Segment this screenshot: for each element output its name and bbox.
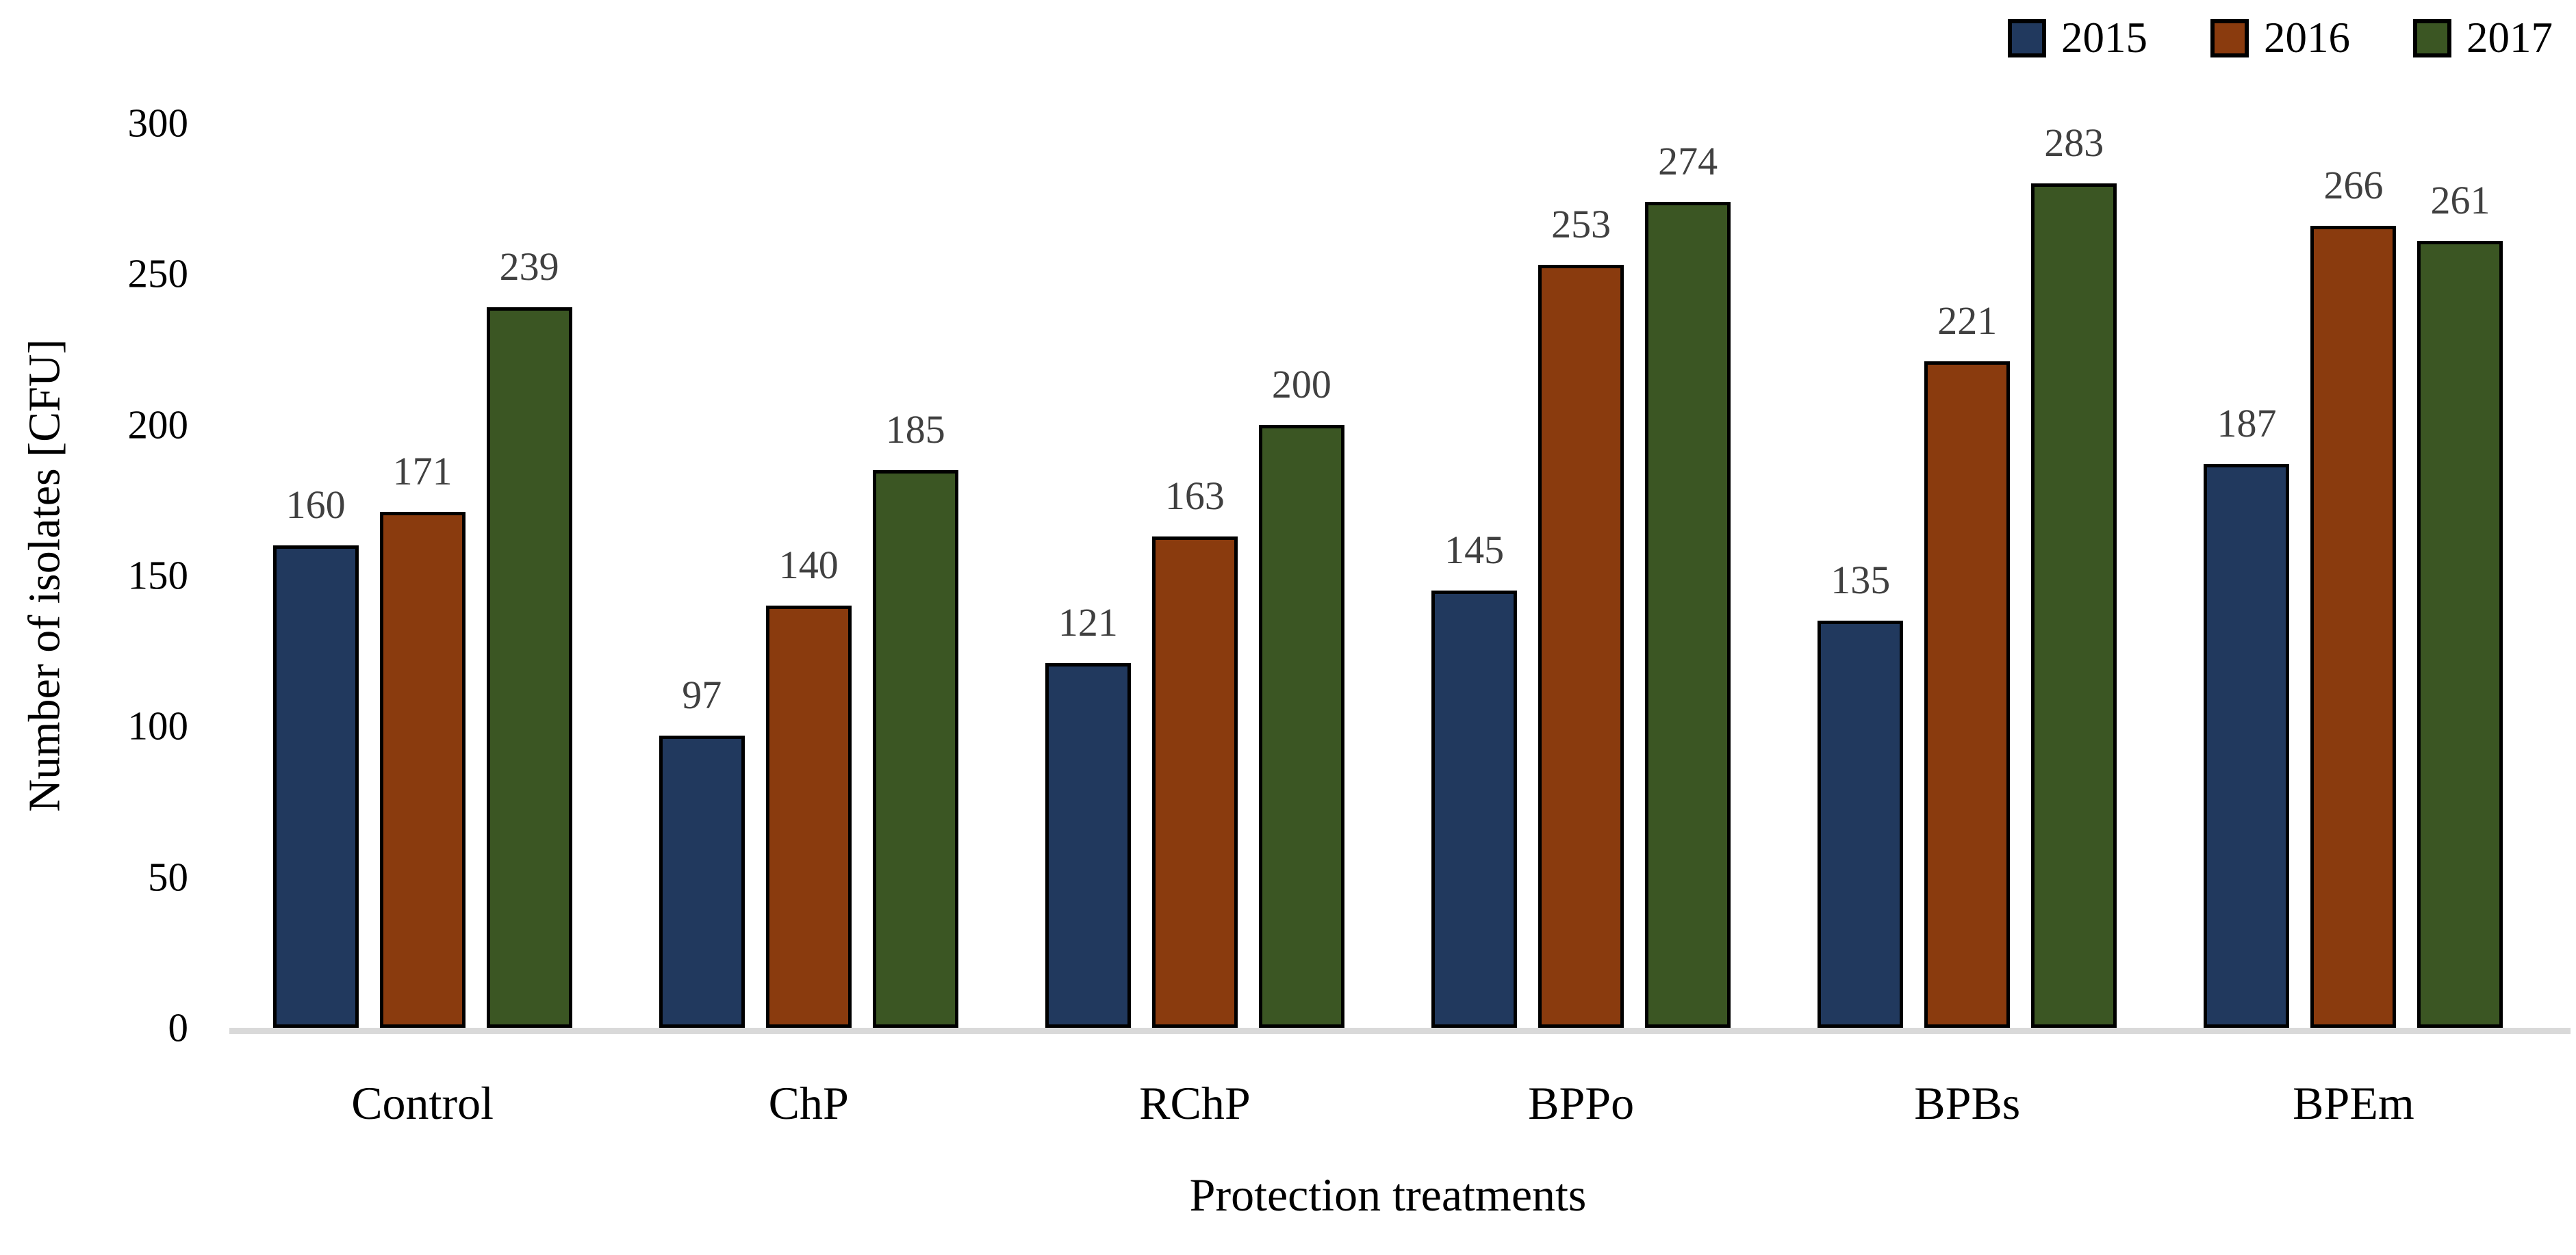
legend-label: 2016 — [2264, 14, 2350, 62]
bar-value-label: 266 — [2323, 162, 2384, 207]
bar-2015-BPEm — [2204, 463, 2290, 1028]
bar-2016-BPBs — [1924, 361, 2011, 1028]
legend-swatch-2015 — [2008, 18, 2046, 57]
category-label-BPEm: BPEm — [2293, 1077, 2414, 1129]
bar-value-label: 140 — [778, 543, 839, 588]
bar-wrap-2017-ChP: 185 — [872, 123, 958, 1028]
bar-2015-Control — [272, 545, 359, 1028]
bar-wrap-2016-RChP: 163 — [1151, 123, 1238, 1028]
legend-label: 2015 — [2061, 14, 2147, 62]
y-tick-label: 150 — [127, 552, 189, 598]
category-label-BPPo: BPPo — [1528, 1077, 1635, 1129]
bar-value-label: 274 — [1658, 138, 1718, 183]
bar-2017-ChP — [872, 469, 958, 1028]
category-label-ChP: ChP — [768, 1077, 849, 1129]
bar-2016-ChP — [765, 606, 852, 1028]
bar-2017-BPPo — [1645, 201, 1731, 1028]
bar-wrap-2015-Control: 160 — [272, 123, 359, 1028]
y-tick-label: 200 — [127, 402, 189, 448]
bar-value-label: 221 — [1937, 298, 1998, 344]
y-axis-title: Number of isolates [CFU] — [20, 339, 71, 812]
x-axis-line — [229, 1028, 2571, 1034]
legend-swatch-2017 — [2413, 18, 2451, 57]
bar-wrap-2015-BPEm: 187 — [2204, 123, 2290, 1028]
bar-value-label: 171 — [392, 449, 452, 494]
bar-2016-BPPo — [1538, 265, 1624, 1028]
y-axis-ticks: 0 50 100 150 200 250 300 — [75, 103, 189, 1048]
legend-label: 2017 — [2466, 14, 2553, 62]
chart-legend: 2015 2016 2017 — [2008, 16, 2553, 60]
x-axis-category-labels: Control ChP RChP BPPo BPBs BPEm — [229, 1080, 2547, 1126]
bar-group-BPEm: 187 266 261 — [2160, 123, 2547, 1028]
bar-wrap-2016-BPEm: 266 — [2310, 123, 2397, 1028]
bar-2015-BPPo — [1431, 591, 1518, 1028]
bar-wrap-2015-BPBs: 135 — [1818, 123, 1904, 1028]
bar-value-label: 200 — [1271, 361, 1331, 406]
bar-wrap-2017-RChP: 200 — [1258, 123, 1344, 1028]
bar-value-label: 121 — [1058, 599, 1118, 645]
legend-item-2016: 2016 — [2210, 16, 2350, 60]
plot-area: 160 171 239 97 140 185 121 163 200 145 253 274 135 22… — [229, 123, 2547, 1028]
bar-2016-Control — [379, 512, 466, 1028]
bar-group-Control: 160 171 239 — [229, 123, 615, 1028]
y-tick-label: 100 — [127, 703, 189, 749]
bar-2015-RChP — [1045, 662, 1131, 1028]
bar-value-label: 239 — [499, 244, 559, 289]
bar-group-RChP: 121 163 200 — [1002, 123, 1388, 1028]
bar-2016-RChP — [1151, 536, 1238, 1028]
x-axis-title: Protection treatments — [1189, 1169, 1587, 1221]
category-label-RChP: RChP — [1139, 1077, 1251, 1129]
bar-2017-RChP — [1258, 424, 1344, 1028]
bar-value-label: 253 — [1551, 202, 1611, 247]
bar-wrap-2015-ChP: 97 — [659, 123, 745, 1028]
legend-swatch-2016 — [2210, 18, 2249, 57]
bar-wrap-2015-RChP: 121 — [1045, 123, 1131, 1028]
bar-2016-BPEm — [2310, 225, 2397, 1028]
y-axis-title-wrap: Number of isolates [CFU] — [12, 123, 78, 1028]
bar-2017-BPBs — [2031, 183, 2117, 1028]
y-tick-label: 300 — [127, 100, 189, 146]
bar-group-BPPo: 145 253 274 — [1388, 123, 1774, 1028]
bar-value-label: 185 — [885, 406, 945, 452]
category-label-Control: Control — [351, 1077, 494, 1129]
y-tick-label: 250 — [127, 250, 189, 296]
bar-2017-BPEm — [2417, 240, 2503, 1028]
bar-value-label: 145 — [1444, 528, 1505, 573]
bar-value-label: 135 — [1831, 558, 1891, 603]
bar-wrap-2017-BPEm: 261 — [2417, 123, 2503, 1028]
y-tick-label: 0 — [168, 1005, 189, 1050]
y-tick-label: 50 — [148, 854, 188, 900]
bar-group-ChP: 97 140 185 — [615, 123, 1002, 1028]
bar-value-label: 163 — [1164, 473, 1225, 518]
bar-value-label: 283 — [2044, 120, 2104, 165]
legend-item-2017: 2017 — [2413, 16, 2553, 60]
bar-wrap-2016-BPPo: 253 — [1538, 123, 1624, 1028]
bar-wrap-2016-Control: 171 — [379, 123, 466, 1028]
bar-2015-BPBs — [1818, 621, 1904, 1028]
bar-value-label: 261 — [2430, 177, 2490, 222]
category-label-BPBs: BPBs — [1914, 1077, 2021, 1129]
bar-value-label: 160 — [285, 482, 346, 527]
bar-value-label: 187 — [2217, 400, 2277, 445]
bar-wrap-2016-ChP: 140 — [765, 123, 852, 1028]
bar-wrap-2017-Control: 239 — [486, 123, 572, 1028]
bar-wrap-2016-BPBs: 221 — [1924, 123, 2011, 1028]
bar-2017-Control — [486, 307, 572, 1028]
bar-wrap-2017-BPPo: 274 — [1645, 123, 1731, 1028]
bar-wrap-2017-BPBs: 283 — [2031, 123, 2117, 1028]
bar-value-label: 97 — [682, 672, 722, 717]
bar-group-BPBs: 135 221 283 — [1774, 123, 2160, 1028]
bar-wrap-2015-BPPo: 145 — [1431, 123, 1518, 1028]
bar-2015-ChP — [659, 735, 745, 1028]
legend-item-2015: 2015 — [2008, 16, 2147, 60]
